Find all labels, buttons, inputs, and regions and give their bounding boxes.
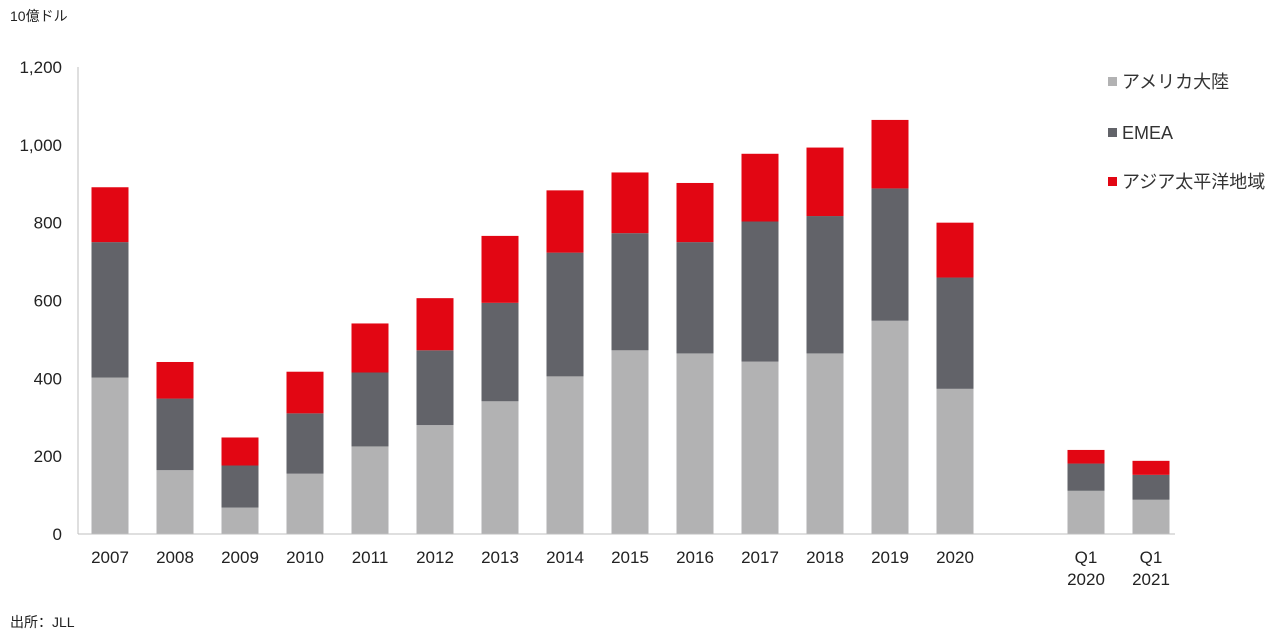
bar-segment-2011-series-3 <box>351 323 389 373</box>
x-tick-label: 2015 <box>611 548 649 567</box>
bar-segment-q1-2020-series-2 <box>1067 463 1105 491</box>
bar-segment-2014-series-1 <box>546 376 584 534</box>
x-tick-label: 2011 <box>352 548 389 567</box>
bar-segment-2007-series-3 <box>91 187 129 243</box>
bar-segment-2019-series-2 <box>871 188 909 321</box>
bar-segment-2019-series-1 <box>871 320 909 534</box>
bar-segment-2017-series-2 <box>741 221 779 362</box>
bar-segment-2020-series-2 <box>936 277 974 389</box>
x-tick-label: 2012 <box>416 548 454 567</box>
bar-segment-2007-series-2 <box>91 242 129 378</box>
bar-segment-2015-series-3 <box>611 172 649 234</box>
bar-segment-2016-series-2 <box>676 242 714 354</box>
bar-segment-2018-series-3 <box>806 147 844 217</box>
x-tick-label: 2016 <box>676 548 714 567</box>
legend-swatch <box>1108 177 1117 186</box>
bar-segment-q1-2021-series-1 <box>1132 499 1170 534</box>
bar-segment-2018-series-2 <box>806 216 844 354</box>
bar-segment-2011-series-1 <box>351 446 389 534</box>
bar-segment-2009-series-1 <box>221 507 259 534</box>
bar-segment-2017-series-3 <box>741 153 779 222</box>
bar-segment-2008-series-2 <box>156 398 194 471</box>
y-tick-label: 400 <box>34 369 62 388</box>
bar-segment-2010-series-2 <box>286 413 324 474</box>
x-tick-label: 2020 <box>936 548 974 567</box>
x-tick-label: 2018 <box>806 548 844 567</box>
bar-segment-2010-series-3 <box>286 371 324 414</box>
y-tick-label: 0 <box>53 525 62 544</box>
bar-segment-2014-series-2 <box>546 252 584 377</box>
bar-segment-q1-2020-series-3 <box>1067 449 1105 464</box>
bar-segment-2016-series-3 <box>676 182 714 243</box>
bar-segment-2012-series-3 <box>416 298 454 351</box>
bar-segment-q1-2020-series-1 <box>1067 490 1105 534</box>
x-tick-label: 2009 <box>221 548 259 567</box>
legend: アメリカ大陸 EMEA アジア太平洋地域 <box>1108 72 1265 192</box>
y-tick-label: 1,000 <box>19 136 62 155</box>
bar-segment-2019-series-3 <box>871 119 909 189</box>
x-tick-label: 2021 <box>1132 570 1170 589</box>
legend-label: アメリカ大陸 <box>1122 72 1229 92</box>
legend-label: EMEA <box>1122 123 1173 143</box>
y-tick-label: 200 <box>34 447 62 466</box>
bar-segment-2018-series-1 <box>806 353 844 534</box>
bar-segment-2020-series-1 <box>936 388 974 534</box>
legend-label: アジア太平洋地域 <box>1122 172 1265 192</box>
bar-segment-2017-series-1 <box>741 361 779 534</box>
x-tick-label: 2020 <box>1067 570 1105 589</box>
x-tick-label: 2019 <box>871 548 909 567</box>
bar-segment-2007-series-1 <box>91 377 129 534</box>
bar-segment-2015-series-1 <box>611 350 649 534</box>
y-tick-label: 1,200 <box>19 58 62 77</box>
bar-segment-2013-series-3 <box>481 235 519 303</box>
axes: 0 200 400 600 800 1,000 1,200 2007 2008 2009 2010 2… <box>19 58 1175 589</box>
bar-segment-q1-2021-series-2 <box>1132 474 1170 500</box>
y-axis-unit-label: 10億ドル <box>10 8 68 24</box>
bar-group <box>91 119 1170 534</box>
x-tick-label: Q1 <box>1140 548 1163 567</box>
y-tick-label: 800 <box>34 214 62 233</box>
legend-swatch <box>1108 128 1117 137</box>
x-tick-label: 2008 <box>156 548 194 567</box>
bar-segment-2015-series-2 <box>611 233 649 351</box>
bar-segment-2008-series-1 <box>156 470 194 534</box>
y-tick-label: 600 <box>34 292 62 311</box>
bar-segment-2009-series-2 <box>221 465 259 508</box>
bar-segment-2016-series-1 <box>676 353 714 534</box>
bar-segment-2012-series-2 <box>416 350 454 426</box>
bar-segment-2009-series-3 <box>221 437 259 466</box>
x-tick-label: 2010 <box>286 548 324 567</box>
bar-segment-2008-series-3 <box>156 361 194 399</box>
bar-segment-2013-series-2 <box>481 302 519 402</box>
x-tick-label: 2017 <box>741 548 779 567</box>
x-tick-label: 2013 <box>481 548 519 567</box>
x-tick-label: 2014 <box>546 548 584 567</box>
bar-segment-q1-2021-series-3 <box>1132 460 1170 475</box>
bar-segment-2020-series-3 <box>936 222 974 278</box>
legend-swatch <box>1108 77 1117 86</box>
bar-segment-2011-series-2 <box>351 372 389 447</box>
bar-segment-2012-series-1 <box>416 425 454 534</box>
bar-segment-2014-series-3 <box>546 190 584 253</box>
bar-segment-2010-series-1 <box>286 473 324 534</box>
bar-segment-2013-series-1 <box>481 401 519 534</box>
x-tick-label: 2007 <box>91 548 129 567</box>
x-tick-label: Q1 <box>1075 548 1098 567</box>
source-note: 出所：JLL <box>10 614 75 630</box>
